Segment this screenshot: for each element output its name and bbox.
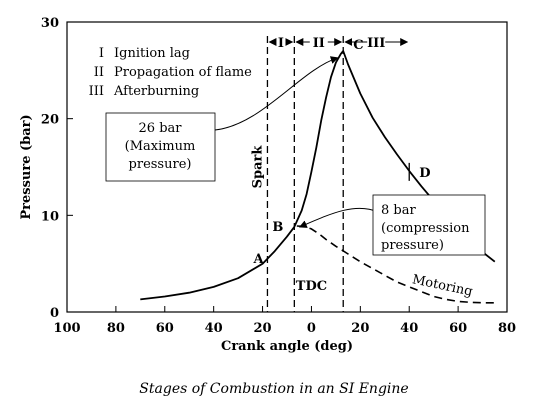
stage-label: III — [367, 36, 385, 51]
legend-text-1: Ignition lag — [114, 46, 190, 61]
legend-key-3: III — [89, 84, 104, 99]
x-tick-label: 40 — [205, 321, 223, 336]
tdc-label: TDC — [296, 279, 327, 294]
plot-frame — [66, 21, 508, 313]
point-label-d: D — [419, 166, 430, 181]
max-pressure-box — [105, 112, 216, 182]
chart-labels: A B C D — [214, 38, 431, 267]
y-tick-label: 10 — [41, 209, 59, 224]
spark-label: Spark — [250, 145, 265, 189]
legend-text-2: Propagation of flame — [114, 65, 252, 80]
max-pressure-line-1: 26 bar — [139, 121, 183, 136]
x-tick-label: 20 — [351, 321, 369, 336]
compression-pressure-line-3: pressure) — [381, 238, 444, 253]
x-axis-label: Crank angle (deg) — [221, 339, 353, 354]
point-label-c: C — [353, 38, 363, 53]
max-pressure-line-2: (Maximum — [125, 139, 196, 154]
axes — [66, 21, 508, 313]
stage-label: I — [278, 36, 284, 51]
compression-pressure-line-2: (compression — [381, 221, 470, 236]
figure-caption: Stages of Combustion in an SI Engine — [139, 381, 408, 397]
x-tick-label: 20 — [254, 321, 272, 336]
legend-key-1: I — [99, 46, 104, 61]
max-pressure-callout: 26 bar (Maximum pressure) — [105, 112, 216, 182]
legend-key-2: II — [94, 65, 104, 80]
max-pressure-leader — [214, 56, 339, 131]
compression-pressure-box — [372, 194, 486, 256]
y-tick-label: 30 — [41, 16, 59, 31]
x-tick-label: 100 — [53, 321, 80, 336]
legend: I Ignition lag II Propagation of flame I… — [89, 46, 253, 99]
x-tick-label: 60 — [449, 321, 467, 336]
y-tick-label: 20 — [41, 113, 59, 128]
motoring-label: Motoring — [411, 272, 474, 299]
x-tick-label: 60 — [156, 321, 174, 336]
point-label-a: A — [252, 252, 264, 267]
y-tick-label: 0 — [50, 306, 59, 321]
legend-text-3: Afterburning — [113, 84, 199, 99]
x-tick-label: 0 — [307, 321, 316, 336]
reference-lines — [266, 36, 344, 312]
point-label-b: B — [272, 220, 283, 235]
x-tick-label: 80 — [498, 321, 516, 336]
max-pressure-line-3: pressure) — [129, 157, 192, 172]
tick-marks: 100 80 60 40 20 0 20 40 60 80 0 10 20 30 — [41, 16, 516, 336]
compression-pressure-leader — [298, 207, 379, 228]
y-axis-label: Pressure (bar) — [19, 114, 34, 219]
x-tick-label: 40 — [400, 321, 418, 336]
stage-brackets: I II III — [268, 36, 409, 51]
stage-label: II — [313, 36, 325, 51]
compression-pressure-line-1: 8 bar — [381, 203, 416, 218]
x-tick-label: 80 — [107, 321, 125, 336]
compression-pressure-callout: 8 bar (compression pressure) — [372, 194, 486, 256]
